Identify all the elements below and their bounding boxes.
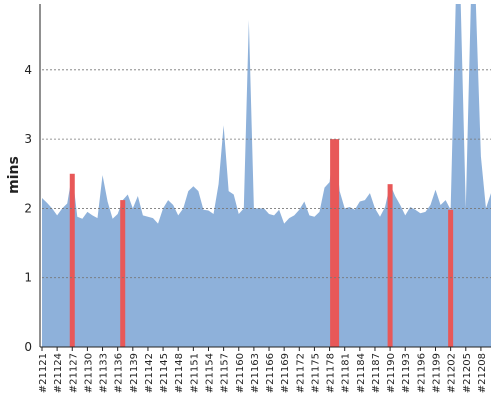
x-tick-label: #21121 [38, 353, 49, 393]
x-tick-label: #21133 [99, 353, 110, 393]
x-tick-labels: #21121 #21124 #21127 #21130 #21133 #21136 #211… [38, 347, 488, 393]
highlight-bar [69, 173, 75, 347]
x-tick-label: #21187 [371, 353, 382, 393]
x-tick-label: #21142 [144, 353, 155, 393]
x-tick-label: #21178 [326, 353, 337, 393]
x-tick-label: #21193 [401, 353, 412, 393]
y-tick-label: 4 [24, 63, 32, 77]
x-tick-label: #21175 [310, 353, 321, 393]
y-axis-title: mins [6, 156, 22, 194]
x-tick-label: #21139 [129, 353, 140, 393]
y-tick-label: 3 [24, 132, 32, 146]
x-tick-label: #21148 [174, 353, 185, 393]
grid-lines [42, 69, 491, 279]
duration-area [42, 4, 491, 347]
x-tick-label: #21163 [250, 353, 261, 393]
x-tick-label: #21130 [83, 353, 94, 393]
x-tick-label: #21169 [280, 353, 291, 393]
x-tick-label: #21190 [386, 353, 397, 393]
x-tick-label: #21199 [432, 353, 443, 393]
x-tick-label: #21181 [341, 353, 352, 393]
x-tick-label: #21124 [53, 353, 64, 393]
x-tick-label: #21157 [220, 353, 231, 393]
highlight-bar [120, 200, 126, 347]
highlight-bar [330, 139, 340, 347]
x-tick-label: #21160 [235, 353, 246, 393]
highlight-bars [69, 139, 454, 347]
x-tick-label: #21208 [477, 353, 488, 393]
x-tick-label: #21154 [204, 353, 215, 393]
x-tick-label: #21145 [159, 353, 170, 393]
x-tick-label: #21184 [356, 353, 367, 393]
duration-area-series [42, 4, 491, 347]
y-tick-labels: 0 1 2 3 4 [24, 63, 32, 354]
x-tick-label: #21202 [447, 353, 458, 393]
highlight-bar [448, 209, 454, 347]
x-tick-label: #21172 [295, 353, 306, 393]
y-tick-label: 2 [24, 201, 32, 215]
x-tick-label: #21196 [416, 353, 427, 393]
x-tick-label: #21205 [462, 353, 473, 393]
x-tick-label: #21136 [114, 353, 125, 393]
y-tick-label: 0 [24, 340, 32, 354]
x-tick-label: #21151 [189, 353, 200, 393]
axes [39, 4, 491, 348]
highlight-bar [387, 184, 393, 347]
x-tick-label: #21127 [68, 353, 79, 393]
y-tick-label: 1 [24, 271, 32, 285]
x-tick-label: #21166 [265, 353, 276, 393]
